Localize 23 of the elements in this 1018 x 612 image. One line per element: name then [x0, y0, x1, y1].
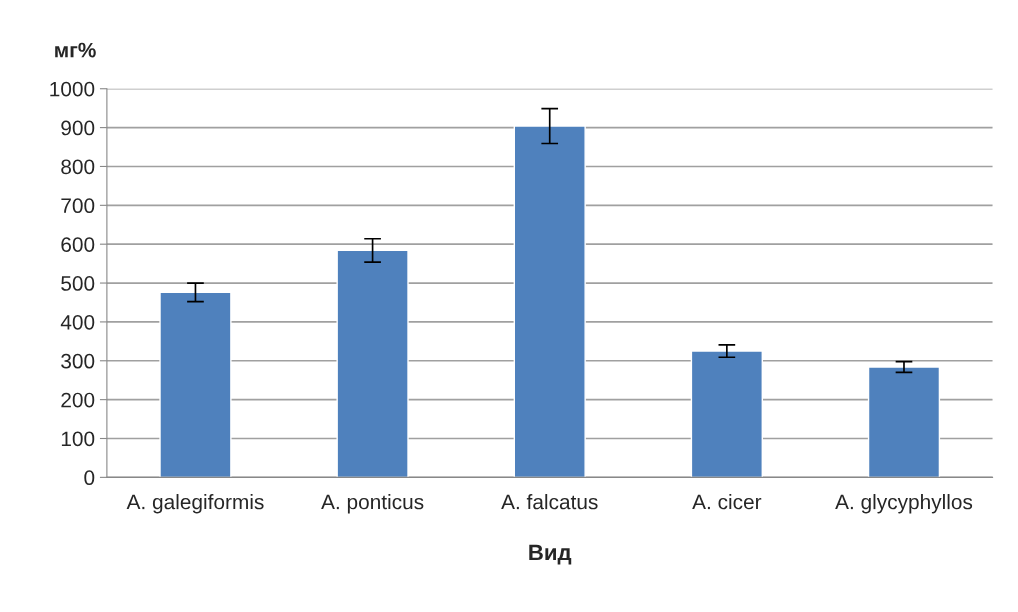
x-tick-label: A. ponticus	[321, 494, 424, 514]
x-tick-label: A. falcatus	[501, 494, 598, 510]
y-tick-label: 700	[61, 198, 95, 214]
bar	[690, 350, 763, 478]
x-tick-label: A. cicer	[692, 494, 762, 510]
y-tick-label: 800	[61, 159, 95, 175]
bar	[159, 291, 232, 478]
x-axis-title: Вид	[529, 544, 572, 565]
y-tick-label: 200	[61, 392, 95, 408]
y-tick-label: 300	[61, 353, 95, 369]
bar	[336, 249, 409, 478]
y-tick-label: 400	[60, 314, 95, 330]
bar	[867, 366, 941, 478]
y-tick-label: 500	[61, 276, 95, 291]
x-tick-label: A. glycyphyllos	[835, 494, 973, 514]
y-tick-label: 600	[61, 237, 95, 252]
y-tick-label: 1000	[50, 81, 95, 97]
bar	[513, 125, 586, 478]
x-tick-label: A. galegiformis	[126, 494, 264, 514]
y-tick-label: 0	[84, 470, 95, 486]
y-tick-label: 100	[61, 431, 95, 447]
y-tick-label: 900	[61, 120, 95, 136]
y-axis-title: мг%	[55, 42, 96, 58]
